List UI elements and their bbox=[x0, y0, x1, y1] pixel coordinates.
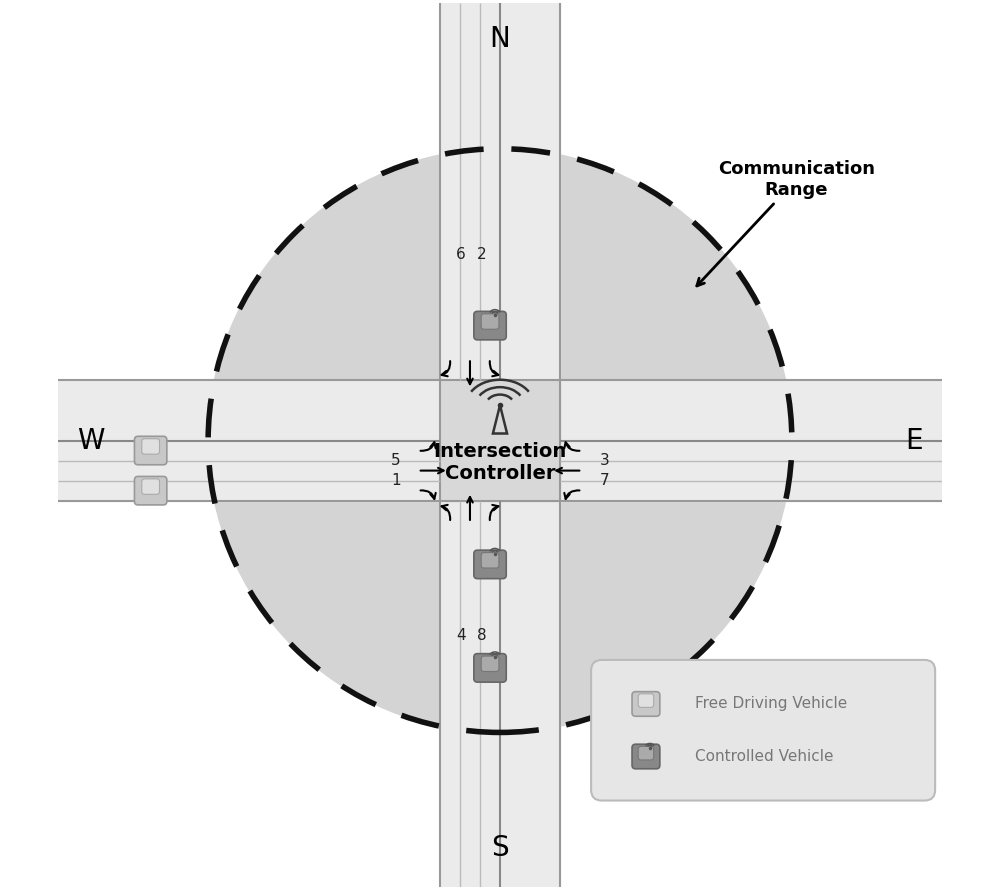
Text: 8: 8 bbox=[477, 627, 487, 643]
Bar bbox=[440, 3, 560, 887]
Text: Free Driving Vehicle: Free Driving Vehicle bbox=[695, 697, 847, 711]
Bar bbox=[440, 380, 560, 501]
FancyBboxPatch shape bbox=[142, 439, 160, 454]
FancyBboxPatch shape bbox=[481, 314, 499, 329]
FancyBboxPatch shape bbox=[632, 692, 660, 716]
FancyBboxPatch shape bbox=[591, 659, 935, 800]
Text: Intersection
Controller: Intersection Controller bbox=[433, 442, 567, 483]
Bar bbox=[58, 380, 942, 501]
Text: 6: 6 bbox=[456, 247, 466, 263]
FancyBboxPatch shape bbox=[638, 747, 654, 760]
Text: Communication
Range: Communication Range bbox=[697, 160, 875, 286]
FancyBboxPatch shape bbox=[142, 479, 160, 494]
Text: 5: 5 bbox=[391, 453, 400, 468]
FancyBboxPatch shape bbox=[632, 744, 660, 769]
FancyBboxPatch shape bbox=[481, 656, 499, 672]
Circle shape bbox=[208, 149, 792, 732]
Text: W: W bbox=[77, 426, 105, 455]
Text: 4: 4 bbox=[456, 627, 466, 643]
Text: 2: 2 bbox=[477, 247, 487, 263]
Text: 1: 1 bbox=[391, 473, 400, 488]
FancyBboxPatch shape bbox=[134, 436, 167, 465]
Text: E: E bbox=[905, 426, 923, 455]
FancyBboxPatch shape bbox=[474, 653, 506, 682]
FancyBboxPatch shape bbox=[481, 553, 499, 568]
FancyBboxPatch shape bbox=[474, 312, 506, 340]
Text: 7: 7 bbox=[600, 473, 609, 488]
FancyBboxPatch shape bbox=[638, 694, 654, 708]
FancyBboxPatch shape bbox=[134, 476, 167, 505]
Text: 3: 3 bbox=[599, 453, 609, 468]
Text: S: S bbox=[491, 835, 509, 862]
Text: Controlled Vehicle: Controlled Vehicle bbox=[695, 749, 833, 764]
Text: N: N bbox=[490, 25, 510, 53]
FancyBboxPatch shape bbox=[474, 550, 506, 578]
